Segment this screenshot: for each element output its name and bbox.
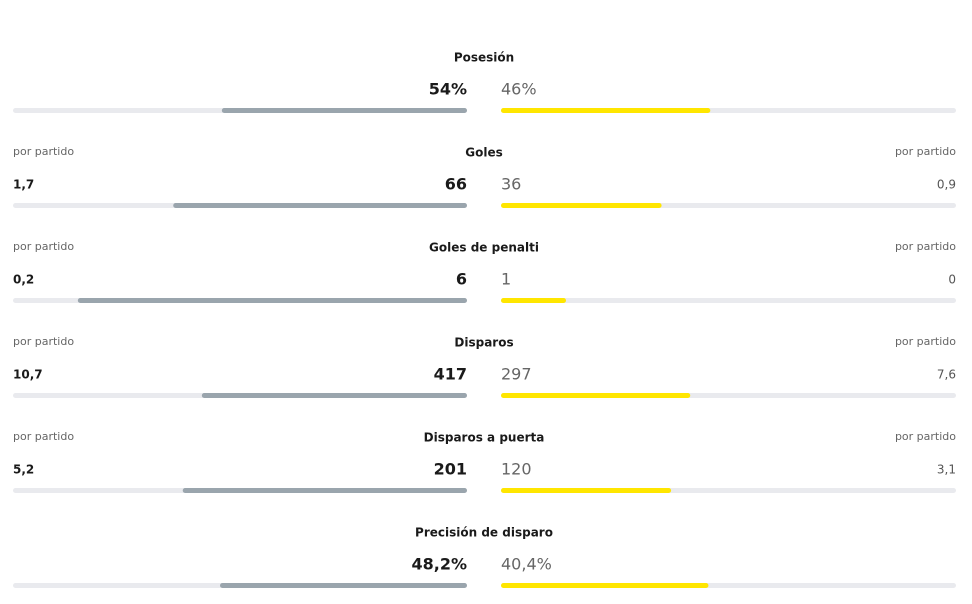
home-bar xyxy=(201,393,467,398)
per-match-caption: por partido xyxy=(13,335,74,348)
stat-title: Goles de penalti xyxy=(429,241,539,255)
away-bar xyxy=(501,488,672,493)
home-value: 54% xyxy=(429,80,467,99)
per-match-caption: por partido xyxy=(13,430,74,443)
per-match-caption: por partido xyxy=(895,430,956,443)
away-value: 40,4% xyxy=(501,555,552,574)
bar-track xyxy=(501,298,956,303)
per-match-caption: por partido xyxy=(895,145,956,158)
away-per-match: 3,1 xyxy=(937,463,956,477)
away-value: 36 xyxy=(501,175,521,194)
home-bar xyxy=(173,203,467,208)
home-bar xyxy=(182,488,468,493)
stat-title: Precisión de disparo xyxy=(415,526,553,540)
away-value: 297 xyxy=(501,365,532,384)
home-value: 201 xyxy=(434,460,467,479)
home-bar xyxy=(221,108,467,113)
away-per-match: 0,9 xyxy=(937,178,956,192)
away-bar xyxy=(501,583,709,588)
stat-title: Disparos a puerta xyxy=(424,431,545,445)
away-bar xyxy=(501,108,711,113)
per-match-caption: por partido xyxy=(895,240,956,253)
home-value: 48,2% xyxy=(411,555,467,574)
per-match-caption: por partido xyxy=(895,335,956,348)
away-value: 46% xyxy=(501,80,537,99)
stat-title: Goles xyxy=(465,146,503,160)
away-per-match: 0 xyxy=(948,273,956,287)
home-per-match: 1,7 xyxy=(13,178,34,192)
home-bar xyxy=(220,583,467,588)
home-per-match: 5,2 xyxy=(13,463,34,477)
away-bar xyxy=(501,393,691,398)
per-match-caption: por partido xyxy=(13,240,74,253)
home-bar xyxy=(77,298,467,303)
away-value: 120 xyxy=(501,460,532,479)
away-bar xyxy=(501,298,566,303)
per-match-caption: por partido xyxy=(13,145,74,158)
home-value: 66 xyxy=(445,175,467,194)
home-per-match: 0,2 xyxy=(13,273,34,287)
home-per-match: 10,7 xyxy=(13,368,43,382)
home-value: 6 xyxy=(456,270,467,289)
stat-title: Disparos xyxy=(454,336,513,350)
away-bar xyxy=(501,203,662,208)
away-value: 1 xyxy=(501,270,511,289)
stat-title: Posesión xyxy=(454,51,514,65)
home-value: 417 xyxy=(434,365,467,384)
away-per-match: 7,6 xyxy=(937,368,956,382)
